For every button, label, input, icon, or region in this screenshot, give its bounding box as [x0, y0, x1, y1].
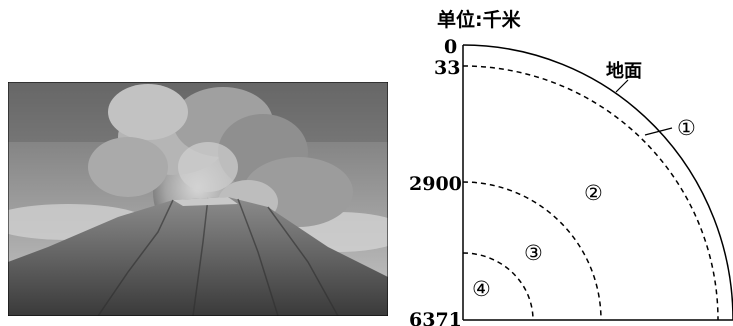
depth-label-33: 33 — [434, 57, 460, 79]
ground-label: 地面 — [606, 60, 642, 82]
layer-label-4: ④ — [472, 277, 491, 301]
depth-label-2900: 2900 — [409, 173, 462, 195]
depth-label-6371: 6371 — [409, 309, 462, 326]
ground-surface-arc — [462, 44, 733, 321]
layer-1-pointer — [644, 127, 673, 136]
layer-label-2: ② — [584, 181, 603, 205]
gutenberg-boundary — [462, 181, 602, 321]
moho-boundary — [462, 65, 719, 321]
ground-pointer — [615, 79, 629, 93]
layer-label-1: ① — [677, 116, 696, 140]
layer-label-3: ③ — [524, 241, 543, 265]
inner-core-boundary — [462, 252, 534, 321]
volcano-mountain — [8, 197, 388, 316]
volcano-eruption-photo — [8, 82, 388, 316]
unit-label: 单位:千米 — [437, 8, 522, 31]
depth-label-0: 0 — [444, 36, 457, 58]
